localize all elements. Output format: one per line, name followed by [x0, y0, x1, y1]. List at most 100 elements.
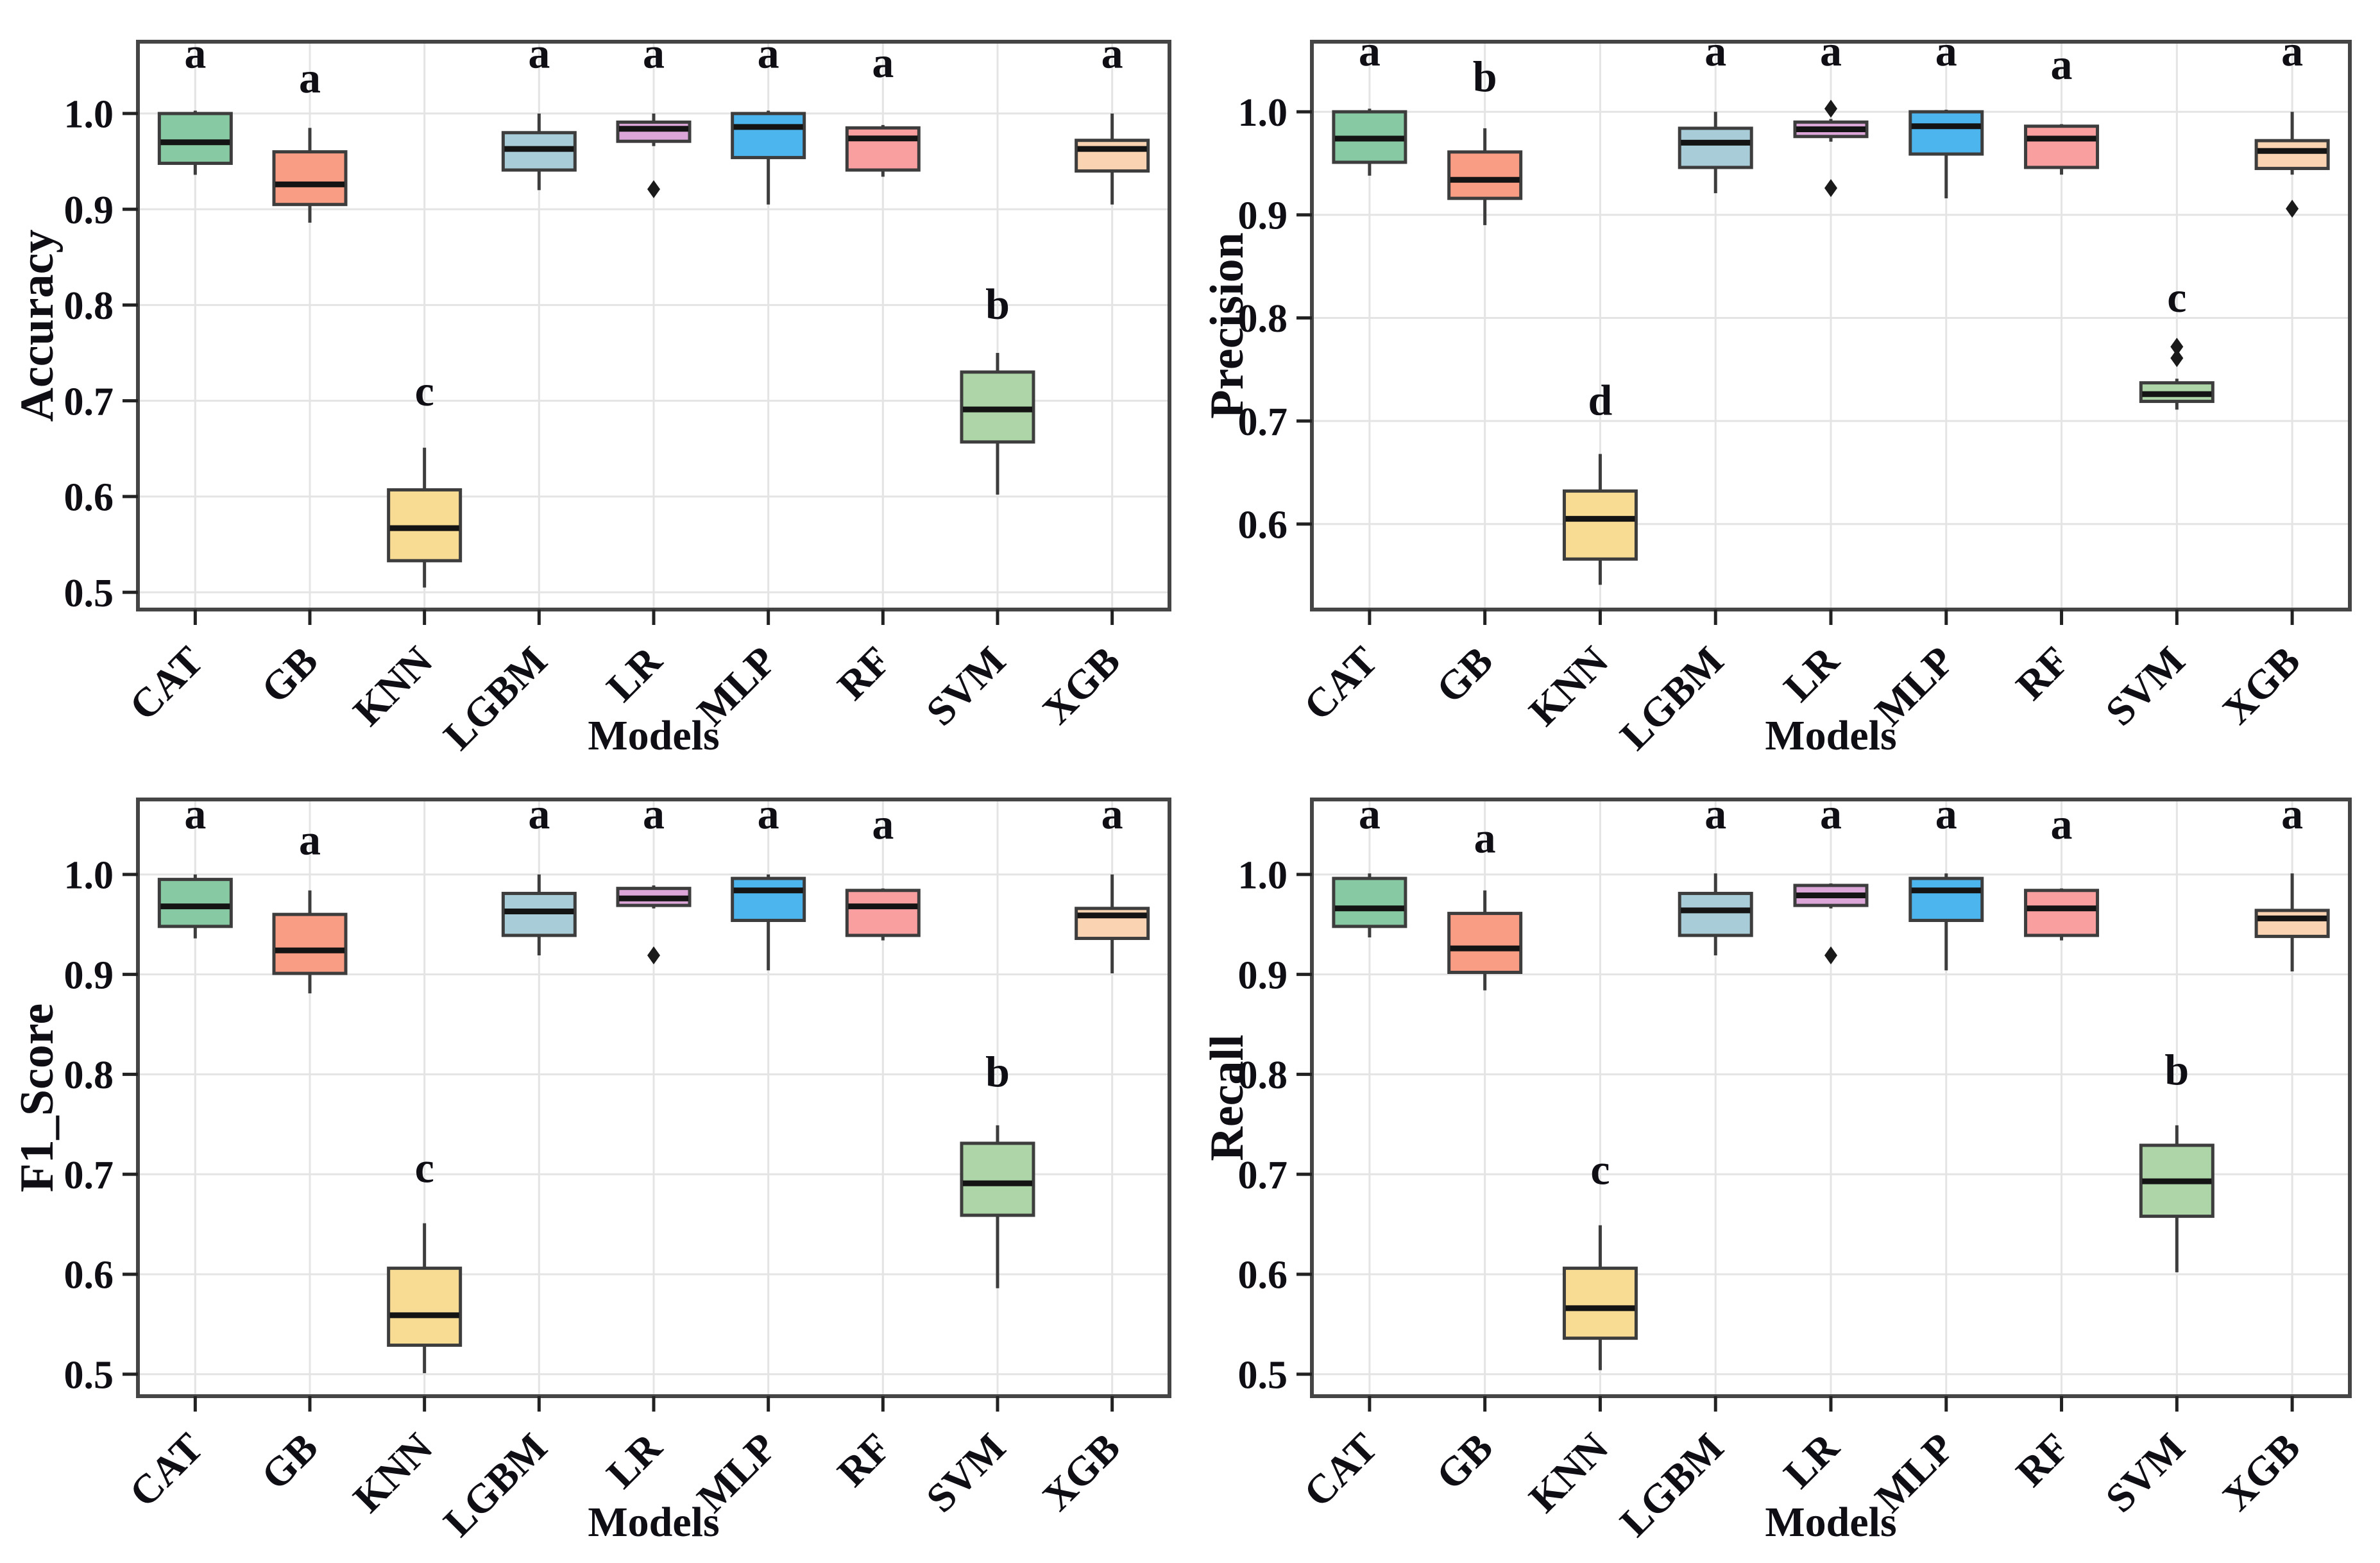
- x-axis-label-models: Models: [588, 712, 719, 759]
- box-group-MLP: a: [1908, 789, 1984, 971]
- panel-f1-score: a a c a a a a b a 1.0 0.9 0.8 0.7 0.6 0.5 CAT GB KNN LGBM L…: [0, 782, 1190, 1563]
- xtick-label-KNN: KNN: [344, 1424, 441, 1521]
- significance-letter-LGBM: a: [528, 789, 550, 838]
- box-rect-MLP: [1908, 110, 1984, 156]
- ytick-label-0.8: 0.8: [64, 1054, 114, 1097]
- box-group-LGBM: a: [1678, 26, 1753, 194]
- outlier-SVM-0: [2170, 349, 2184, 368]
- outlier-LR-0: [1824, 946, 1837, 965]
- significance-letter-RF: a: [872, 38, 894, 87]
- outlier-XGB-0: [2286, 200, 2299, 218]
- outlier-LR-0: [647, 946, 660, 965]
- xtick-label-RF: RF: [2007, 638, 2078, 709]
- significance-letter-LGBM: a: [1704, 26, 1726, 75]
- xtick-label-LGBM: LGBM: [435, 1424, 556, 1545]
- significance-letter-RF: a: [2051, 799, 2073, 848]
- significance-letter-SVM: c: [2167, 273, 2186, 321]
- box-rect-MLP: [731, 112, 806, 160]
- significance-letter-MLP: a: [758, 28, 779, 77]
- box-group-SVM: b: [960, 1047, 1035, 1288]
- box-group-RF: a: [2024, 40, 2100, 175]
- xtick-label-GB: GB: [252, 1424, 327, 1499]
- box-group-GB: b: [1447, 52, 1523, 225]
- outlier-LR-0: [647, 180, 660, 198]
- xtick-label-SVM: SVM: [2096, 638, 2193, 735]
- ytick-label-0.8: 0.8: [64, 284, 114, 328]
- xtick-label-SVM: SVM: [2096, 1424, 2193, 1521]
- xtick-label-XGB: XGB: [1033, 638, 1128, 733]
- box-group-SVM: b: [2139, 1045, 2214, 1272]
- panel-precision: a b d a a a a c a 1.0 0.9 0.8 0.7 0.6 CAT GB KNN LGBM LR ML…: [1190, 0, 2380, 782]
- xtick-label-GB: GB: [1427, 1424, 1502, 1499]
- significance-letter-LR: a: [643, 789, 665, 838]
- y-axis-label-precision: Precision: [1201, 232, 1254, 418]
- xtick-label-XGB: XGB: [1033, 1424, 1128, 1519]
- xtick-label-XGB: XGB: [2214, 638, 2309, 733]
- box-rect-CAT: [157, 878, 233, 928]
- box-group-LR: a: [1793, 26, 1869, 198]
- box-rect-RF: [845, 126, 921, 172]
- box-group-SVM: c: [2139, 273, 2214, 410]
- xtick-label-LR: LR: [1775, 637, 1848, 710]
- xtick-label-LGBM: LGBM: [1611, 1424, 1732, 1545]
- ytick-label-0.6: 0.6: [1238, 1254, 1288, 1297]
- box-group-CAT: a: [1332, 26, 1407, 176]
- ytick-label-0.6: 0.6: [1238, 503, 1288, 547]
- box-rect-GB: [1447, 912, 1523, 974]
- xtick-label-CAT: CAT: [121, 638, 212, 729]
- box-group-KNN: d: [1562, 375, 1638, 585]
- significance-letter-XGB: a: [2281, 789, 2303, 838]
- significance-letter-XGB: a: [1101, 28, 1123, 77]
- xtick-label-CAT: CAT: [121, 1424, 212, 1516]
- ytick-label-0.8: 0.8: [1238, 1054, 1288, 1097]
- ytick-label-0.8: 0.8: [1238, 297, 1288, 341]
- box-group-CAT: a: [157, 28, 233, 175]
- box-group-LGBM: a: [501, 28, 577, 191]
- box-group-XGB: a: [2254, 26, 2330, 218]
- significance-letter-LGBM: a: [1704, 789, 1726, 838]
- box-group-KNN: c: [387, 1143, 463, 1374]
- significance-letter-CAT: a: [184, 28, 206, 77]
- box-group-KNN: c: [1562, 1145, 1638, 1371]
- box-rect-CAT: [1332, 876, 1407, 928]
- outlier-LR-0: [1824, 99, 1837, 118]
- significance-letter-LGBM: a: [528, 28, 550, 77]
- significance-letter-LR: a: [1820, 26, 1842, 75]
- xtick-label-KNN: KNN: [1520, 638, 1617, 735]
- ytick-label-0.7: 0.7: [1238, 400, 1288, 444]
- x-axis-label-models: Models: [588, 1499, 719, 1546]
- xtick-label-LR: LR: [1775, 1424, 1848, 1497]
- xtick-label-LGBM: LGBM: [1611, 638, 1732, 758]
- box-rect-MLP: [731, 876, 806, 922]
- significance-letter-MLP: a: [1935, 26, 1957, 75]
- significance-letter-SVM: b: [985, 279, 1010, 328]
- box-rect-XGB: [1075, 139, 1150, 173]
- xtick-label-LGBM: LGBM: [435, 638, 556, 758]
- significance-letter-KNN: c: [1590, 1145, 1610, 1194]
- xtick-label-LR: LR: [598, 637, 671, 710]
- box-group-LGBM: a: [1678, 789, 1753, 956]
- box-rect-GB: [272, 912, 348, 975]
- xtick-label-RF: RF: [829, 1424, 900, 1496]
- significance-letter-GB: a: [1474, 814, 1496, 862]
- significance-letter-GB: a: [299, 816, 321, 864]
- significance-letter-GB: b: [1473, 52, 1497, 101]
- box-rect-KNN: [1562, 1267, 1638, 1340]
- ytick-label-0.9: 0.9: [64, 189, 114, 232]
- xtick-label-KNN: KNN: [1520, 1424, 1617, 1521]
- significance-letter-XGB: a: [1101, 789, 1123, 838]
- significance-letter-XGB: a: [2281, 26, 2303, 75]
- box-group-LR: a: [616, 789, 692, 965]
- significance-letter-MLP: a: [1935, 789, 1957, 838]
- ytick-label-0.5: 0.5: [64, 1353, 114, 1397]
- box-rect-XGB: [2254, 139, 2330, 171]
- box-rect-SVM: [960, 1141, 1035, 1217]
- box-rect-LGBM: [1678, 891, 1753, 937]
- box-group-KNN: c: [387, 366, 463, 588]
- significance-letter-LR: a: [643, 28, 665, 77]
- significance-letter-GB: a: [299, 53, 321, 102]
- ytick-label-0.9: 0.9: [1238, 194, 1288, 238]
